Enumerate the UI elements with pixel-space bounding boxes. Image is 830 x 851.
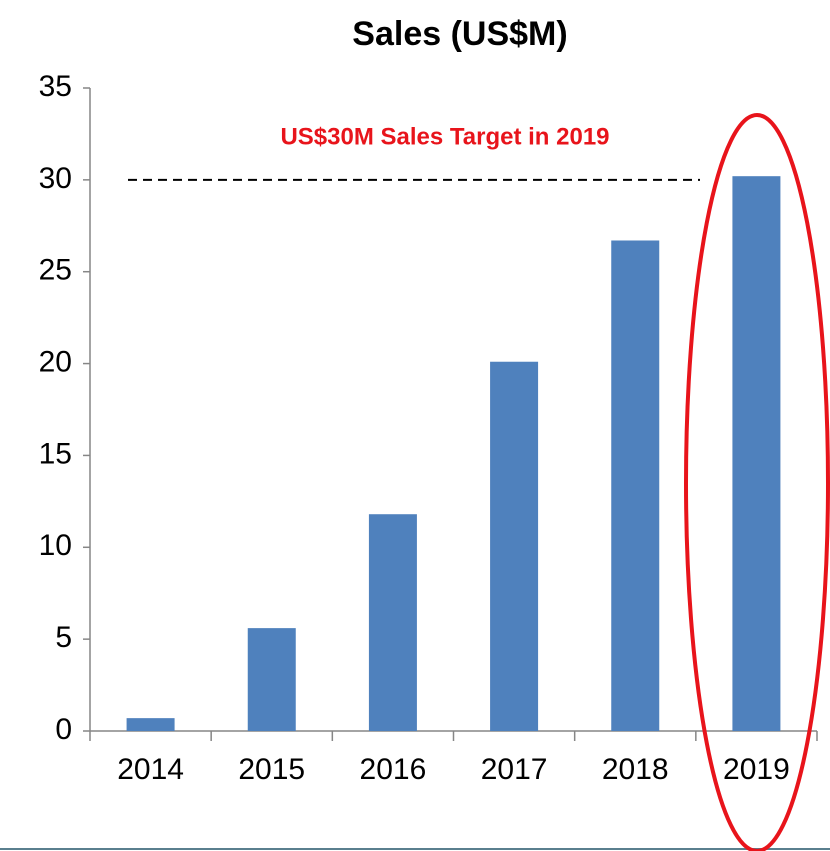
bar [732, 176, 781, 731]
y-tick-label: 5 [55, 621, 72, 654]
chart-title: Sales (US$M) [352, 15, 567, 53]
bar [126, 718, 175, 731]
x-tick-label: 2016 [360, 753, 427, 786]
y-tick-label: 0 [55, 713, 72, 746]
x-tick-label: 2018 [602, 753, 669, 786]
y-tick-label: 10 [39, 529, 72, 562]
x-tick-label: 2014 [117, 753, 184, 786]
annotation: US$30M Sales Target in 2019 [280, 123, 609, 150]
bar [368, 514, 417, 731]
y-tick-label: 30 [39, 162, 72, 195]
y-tick-label: 25 [39, 254, 72, 287]
highlight-ellipse [684, 113, 830, 851]
bar [490, 361, 539, 731]
y-tick-label: 35 [39, 70, 72, 103]
x-tick-label: 2017 [481, 753, 548, 786]
y-tick-label: 15 [39, 437, 72, 470]
x-tick-label: 2015 [238, 753, 305, 786]
bar [611, 240, 660, 732]
bar [247, 628, 296, 731]
x-tick-label: 2019 [723, 753, 790, 786]
y-tick-label: 20 [39, 345, 72, 378]
